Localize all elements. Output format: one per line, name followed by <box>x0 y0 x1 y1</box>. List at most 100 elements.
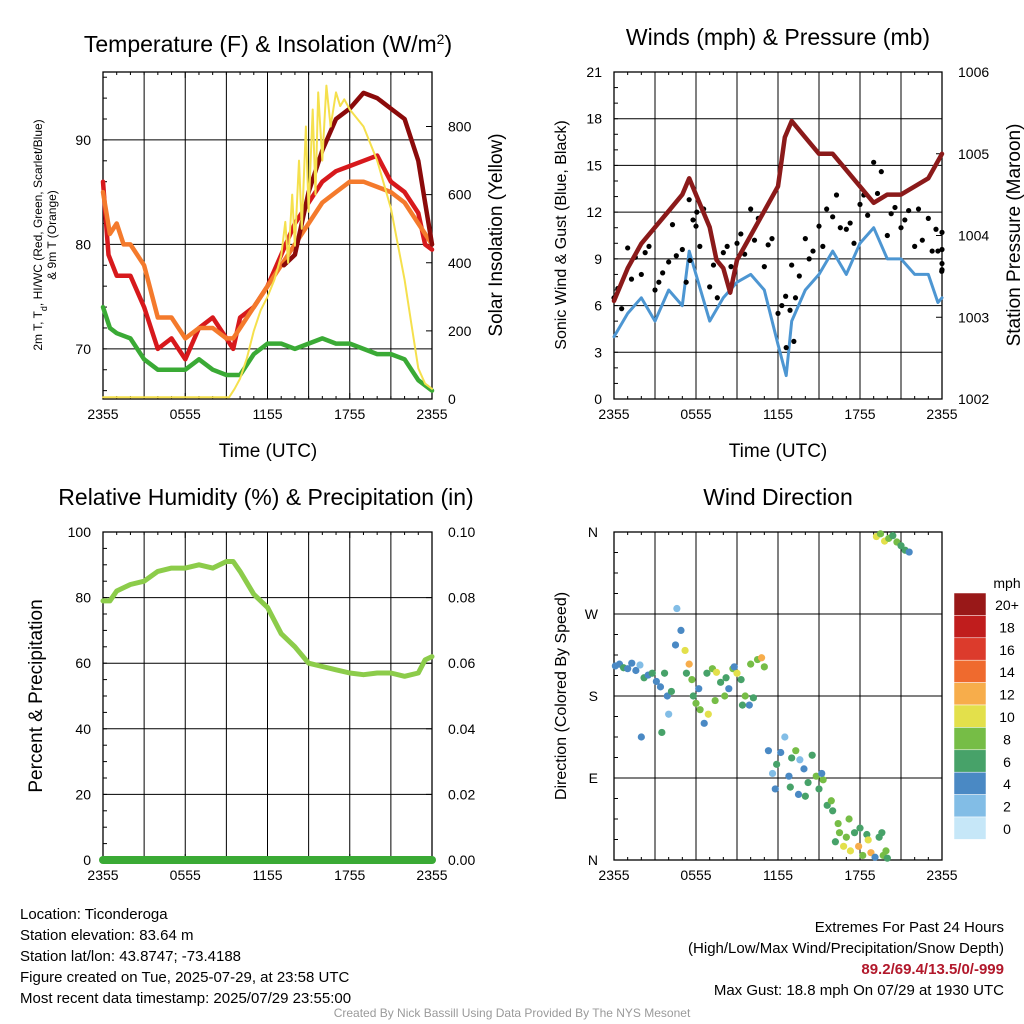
direction-point <box>777 748 785 757</box>
direction-point <box>700 719 708 727</box>
station-latlon: Station lat/lon: 43.8747; -73.4188 <box>20 948 242 965</box>
y-tick-label: 0 <box>594 391 602 407</box>
direction-point <box>703 669 711 677</box>
gust-dot <box>779 302 785 309</box>
direction-point <box>850 829 859 837</box>
gust-dot <box>765 242 771 248</box>
gust-dot <box>824 206 830 212</box>
gust-dot <box>656 279 662 285</box>
gust-dot <box>673 253 679 259</box>
direction-point <box>738 701 747 709</box>
pressure-line <box>611 118 945 304</box>
gust-dot <box>710 262 717 268</box>
y-axis-label: Percent & Precipitation <box>26 599 47 792</box>
direction-point <box>835 829 844 837</box>
y-tick-label: 0 <box>83 852 91 868</box>
gust-dot <box>806 256 812 262</box>
direction-point <box>733 669 741 677</box>
gust-dot <box>906 207 912 214</box>
gust-dot <box>646 243 652 249</box>
direction-point <box>840 842 848 850</box>
direction-point <box>855 842 863 850</box>
x-tick-label: 2355 <box>87 867 118 883</box>
gust-dot <box>892 204 898 211</box>
y2-axis-label: Solar Insolation (Yellow) <box>486 133 507 336</box>
legend-label: 18 <box>999 619 1015 635</box>
direction-point <box>725 685 733 693</box>
y-tick-label: 80 <box>75 590 91 606</box>
wind-speed-line <box>612 226 944 378</box>
gust-dot <box>783 293 789 299</box>
legend-swatch <box>953 816 987 840</box>
y-label-part: , HI/WC (Red, Green, Scarlet/Blue) <box>31 119 45 306</box>
y2-tick-label: 1006 <box>958 64 989 80</box>
y-tick-label: N <box>588 852 598 868</box>
gust-dot <box>791 338 797 344</box>
gust-dot <box>728 264 734 270</box>
legend-swatch <box>953 794 987 818</box>
gust-dot <box>871 159 877 165</box>
gust-dot <box>751 237 758 243</box>
legend-swatch <box>953 615 987 639</box>
direction-point <box>883 854 891 862</box>
gust-dot <box>789 262 795 268</box>
gust-dot <box>619 306 625 312</box>
gust-dot <box>697 243 703 249</box>
legend-swatch <box>953 637 987 661</box>
y-tick-label: 18 <box>586 111 602 127</box>
y-tick-label: E <box>589 770 598 786</box>
y2-tick-label: 0.00 <box>448 852 475 868</box>
legend-swatch <box>953 727 987 751</box>
gust-dot <box>775 310 781 316</box>
direction-point <box>721 692 729 700</box>
direction-point <box>632 666 640 675</box>
x-tick-label: 2355 <box>926 867 957 883</box>
y2-tick-label: 0.02 <box>448 786 475 802</box>
y2-tick-label: 0.10 <box>448 524 475 540</box>
x-tick-label: 2355 <box>598 406 629 422</box>
direction-point <box>648 669 656 677</box>
gust-dot <box>830 214 836 220</box>
direction-point <box>681 646 689 655</box>
direction-point <box>812 772 820 780</box>
direction-point <box>808 751 816 759</box>
station-elevation: Station elevation: 83.64 m <box>20 927 194 944</box>
direction-point <box>685 660 693 668</box>
gust-dot <box>683 279 689 285</box>
y2-tick-label: 0.06 <box>448 655 475 671</box>
latest-timestamp: Most recent data timestamp: 2025/07/29 2… <box>20 990 352 1007</box>
direction-point <box>712 668 721 676</box>
legend-swatch <box>953 659 987 683</box>
direction-point <box>688 676 696 684</box>
legend-label: 14 <box>999 664 1015 680</box>
x-tick-label: 0555 <box>170 867 201 883</box>
x-tick-label: 1755 <box>334 867 365 883</box>
direction-point <box>652 677 660 686</box>
x-tick-label: 1755 <box>844 406 875 422</box>
y-tick-label: 12 <box>586 204 602 220</box>
direction-point <box>818 769 826 778</box>
direction-point <box>876 530 885 538</box>
gust-dot <box>693 223 699 229</box>
gust-dot <box>652 287 658 293</box>
gust-dot <box>738 231 744 237</box>
y2-tick-label: 1004 <box>958 228 989 244</box>
direction-point <box>696 706 704 714</box>
direction-point <box>827 797 835 805</box>
y2-tick-label: 0.04 <box>448 721 475 737</box>
direction-point <box>856 824 864 832</box>
x-tick-label: 2355 <box>598 867 629 883</box>
direction-point <box>758 654 766 662</box>
gust-dot <box>714 295 720 301</box>
direction-point <box>636 661 644 669</box>
gust-dot <box>694 209 700 215</box>
gust-dot <box>720 250 726 256</box>
gust-dot <box>734 240 740 246</box>
y-tick-label: 100 <box>68 524 92 540</box>
direction-point <box>829 807 837 815</box>
legend-swatch <box>953 592 987 616</box>
direction-point <box>656 683 665 691</box>
gust-dot <box>787 307 793 313</box>
humidity-line <box>100 559 435 679</box>
